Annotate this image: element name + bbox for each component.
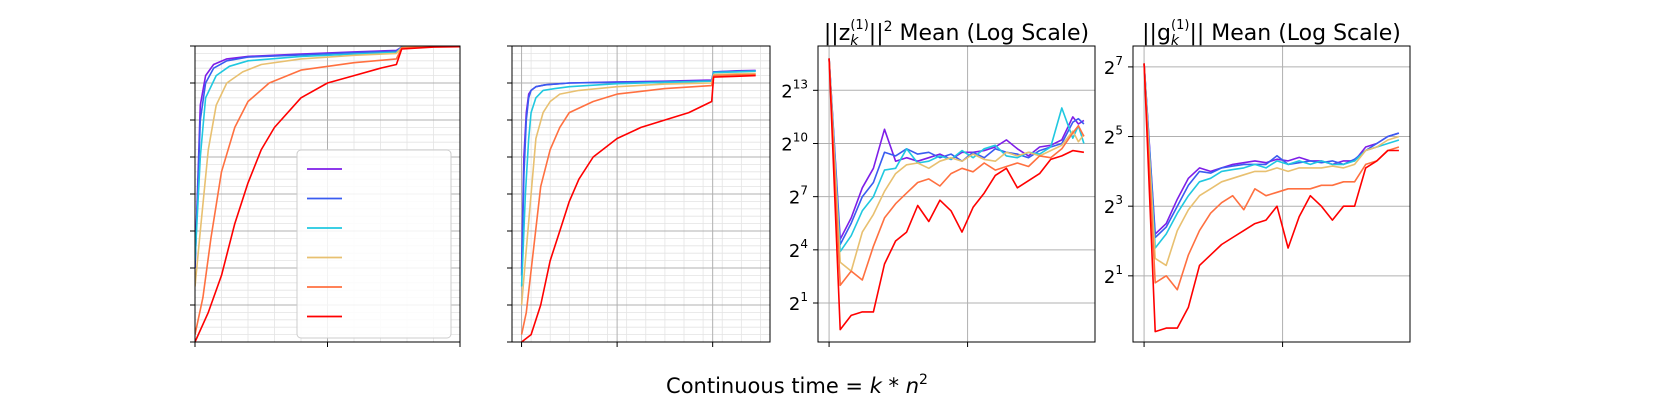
y-tick-exponent: 4 [800, 237, 808, 251]
series-line-b-512 [520, 70, 756, 276]
series-line-b-8192 [195, 46, 460, 342]
y-tick-base: 2 [1104, 197, 1115, 218]
series-line-b-8192 [521, 74, 756, 342]
title-part: || [869, 21, 884, 46]
legend [296, 149, 452, 339]
series-line-b-1024 [1143, 63, 1400, 249]
plot-frame [511, 45, 771, 343]
series-line-b-4096 [1143, 63, 1400, 291]
title-part: Mean (Log Scale) [893, 21, 1090, 46]
y-tick-exponent: 1 [800, 290, 808, 304]
y-tick-base: 2 [781, 81, 792, 102]
series-line-b-512 [1143, 63, 1400, 239]
y-tick-label: 210 [781, 130, 808, 155]
title-superscript: (1) [1171, 18, 1189, 33]
title-part: ||z [824, 21, 850, 46]
y-tick-exponent: 10 [793, 130, 808, 144]
y-tick-exponent: 3 [1115, 193, 1123, 207]
y-tick-label: 25 [1104, 124, 1123, 149]
y-tick-base: 2 [781, 134, 792, 155]
chart-title: ||gk(1)|| Mean (Log Scale) [1142, 18, 1401, 49]
y-tick-exponent: 7 [800, 184, 808, 198]
series-line-b-2048 [520, 72, 756, 306]
series-line-b-4096 [828, 58, 1085, 287]
series-line-b-8192 [1143, 63, 1399, 333]
y-tick-exponent: 13 [793, 77, 808, 91]
y-tick-base: 2 [1104, 58, 1115, 79]
series-line-b-1024 [828, 58, 1085, 253]
y-tick-label: 23 [1104, 193, 1123, 218]
y-tick-label: 21 [1104, 263, 1123, 288]
panel-2 [507, 45, 771, 347]
y-tick-exponent: 7 [1115, 54, 1123, 68]
y-tick-label: 24 [789, 237, 808, 262]
y-tick-exponent: 1 [1115, 263, 1123, 277]
series-line-b-8192 [828, 58, 1085, 331]
y-tick-base: 2 [789, 188, 800, 209]
legend-box [296, 149, 452, 339]
y-tick-base: 2 [1104, 267, 1115, 288]
x-axis-label: Continuous time = k * n2 [666, 372, 928, 398]
plot-frame [817, 45, 1096, 343]
plot-frame [1132, 45, 1411, 343]
y-tick-label: 27 [1104, 54, 1123, 79]
series-line-b-4096 [195, 46, 460, 335]
x-axis-label-expr: k * n [870, 374, 919, 398]
title-part: || Mean (Log Scale) [1189, 21, 1400, 46]
title-superscript: (1) [850, 18, 868, 33]
series-line-b-512 [828, 58, 1085, 246]
series-line-b-2048 [1143, 63, 1400, 267]
title-superscript-2: 2 [884, 19, 893, 35]
y-tick-base: 2 [1104, 128, 1115, 149]
x-axis-label-exponent: 2 [919, 372, 928, 388]
title-subscript: k [1171, 33, 1180, 49]
y-tick-base: 2 [789, 241, 800, 262]
title-subscript: k [850, 33, 859, 49]
y-tick-base: 2 [789, 294, 800, 315]
plot-frame [194, 45, 461, 343]
y-tick-label: 27 [789, 184, 808, 209]
y-tick-exponent: 5 [1115, 124, 1123, 138]
y-tick-label: 21 [789, 290, 808, 315]
y-tick-label: 213 [781, 77, 808, 102]
series-line-b-4096 [520, 73, 756, 335]
chart-title: ||zk(1)||2 Mean (Log Scale) [824, 18, 1089, 49]
series-line-b-2048 [828, 58, 1085, 272]
title-part: ||g [1142, 21, 1171, 46]
series-line-b-256 [1143, 63, 1400, 235]
x-axis-label-part: Continuous time = [666, 374, 870, 398]
